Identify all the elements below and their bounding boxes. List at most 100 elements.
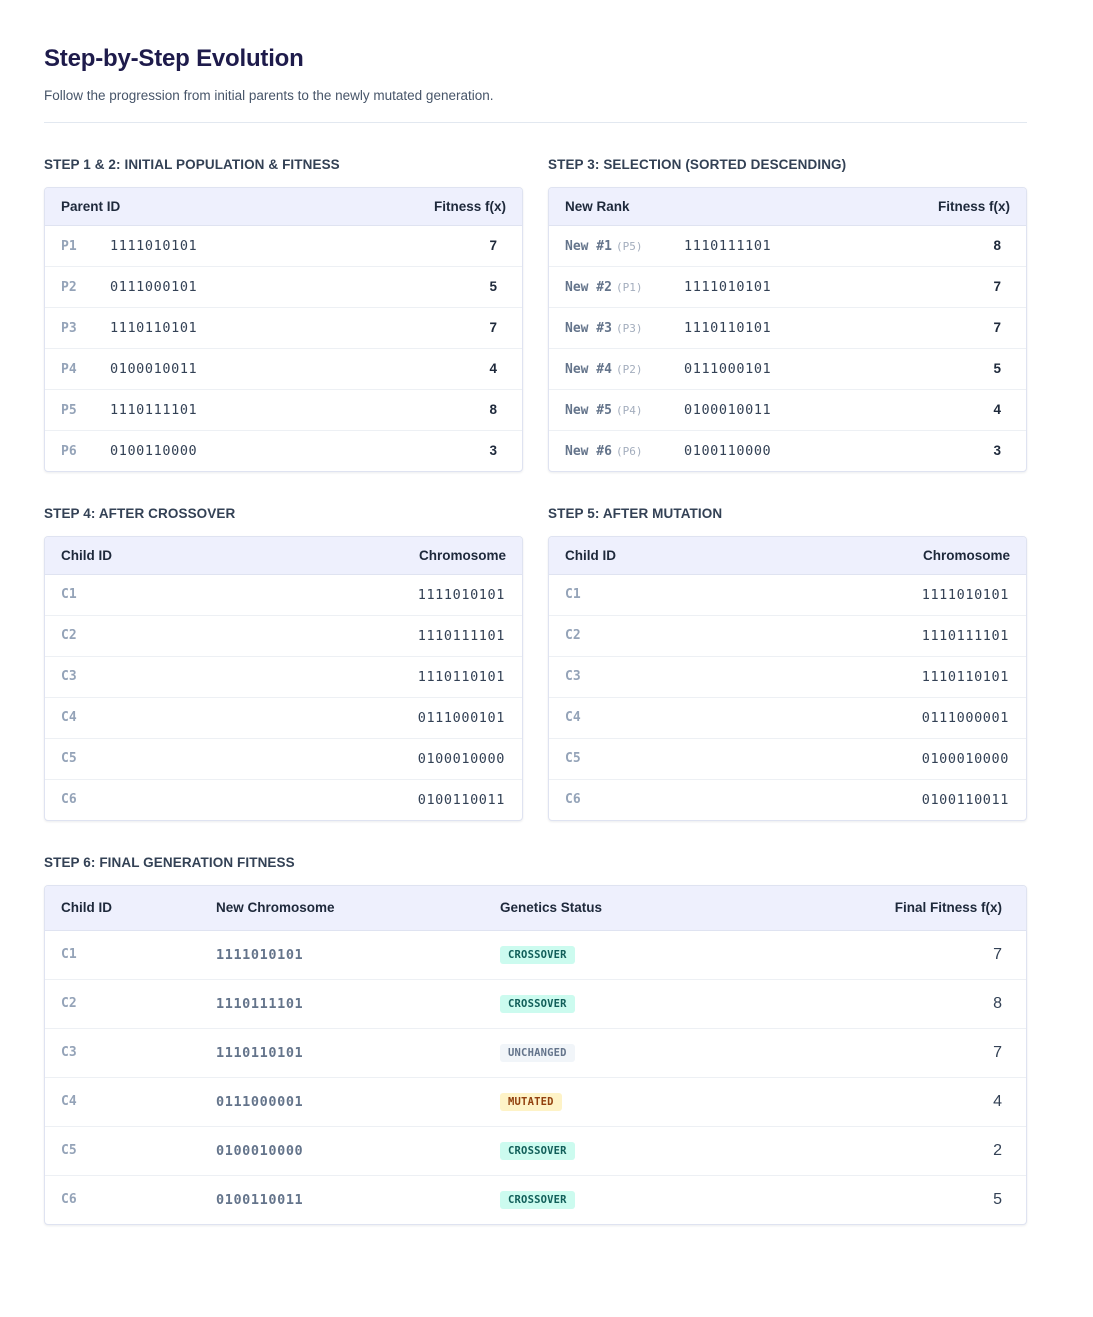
column-header-new-rank[interactable]: New Rank (549, 188, 882, 226)
table-row: C1 1111010101 (549, 574, 1026, 616)
step-5-title: STEP 5: AFTER MUTATION (548, 506, 723, 521)
parent-cell: P6 0100110000 (45, 430, 340, 471)
fitness-value: 3 (489, 443, 497, 459)
initial-population-table: Parent ID Fitness f(x) P1 1111010101 7 P2 01… (44, 187, 523, 472)
chromosome: 0100110011 (921, 791, 1009, 808)
parent-id: P6 (61, 443, 77, 459)
origin-parent: (P2) (615, 362, 643, 376)
rank-group: New #4 (P2) (565, 361, 684, 377)
origin-parent: (P5) (615, 239, 643, 253)
parent-id: P2 (61, 279, 77, 295)
child-id: C5 (45, 1126, 200, 1176)
column-header-fitness[interactable]: Fitness f(x) (881, 188, 1026, 226)
status-cell: CROSSOVER (484, 979, 784, 1029)
rank-cell: New #3 (P3) 1110110101 (549, 307, 882, 349)
child-id: C6 (565, 792, 581, 808)
table-row: New #1 (P5) 1110111101 8 (549, 225, 1026, 267)
child-id: C6 (61, 1192, 77, 1208)
chromosome: 1111010101 (239, 574, 522, 616)
final-fitness-value: 4 (784, 1077, 1026, 1127)
column-header-final-fitness[interactable]: Final Fitness f(x) (784, 886, 1026, 931)
final-fitness-value: 8 (784, 979, 1026, 1029)
chromosome: 0100010000 (239, 738, 522, 780)
child-id: C5 (549, 738, 744, 780)
selection-table: New Rank Fitness f(x) New #1 (P5) 11101111… (548, 187, 1027, 472)
chromosome: 0100010011 (110, 360, 198, 377)
table-row: P3 1110110101 7 (45, 307, 522, 349)
status-cell: CROSSOVER (484, 1126, 784, 1176)
fitness-value: 5 (881, 348, 1026, 390)
status-cell: MUTATED (484, 1077, 784, 1127)
rank-cell: New #6 (P6) 0100110000 (549, 430, 881, 471)
final-fitness-value: 2 (784, 1126, 1026, 1176)
column-header-child-id[interactable]: Child ID (549, 537, 744, 575)
table-row: C6 0100110011 (549, 779, 1026, 820)
final-fitness-value: 7 (784, 930, 1026, 980)
child-id: C4 (549, 697, 744, 739)
new-rank: New #6 (565, 443, 612, 459)
child-id: C4 (45, 697, 240, 739)
chromosome: 1110111101 (743, 615, 1026, 657)
step-3-section: STEP 3: SELECTION (SORTED DESCENDING) Ne… (548, 157, 1027, 472)
table-row: C4 0111000101 (45, 697, 522, 739)
fitness-value: 7 (881, 266, 1026, 308)
page-title: Step-by-Step Evolution (44, 45, 304, 72)
column-header-chromosome[interactable]: Chromosome (743, 537, 1026, 575)
parent-cell: P1 1111010101 (45, 225, 340, 267)
table-row: P4 0100010011 4 (45, 348, 522, 390)
table-row: P6 0100110000 3 (45, 430, 522, 471)
column-header-chromosome[interactable]: Chromosome (239, 537, 522, 575)
column-header-child-id[interactable]: Child ID (45, 886, 200, 931)
chromosome: 1110111101 (684, 237, 772, 254)
rank-group: New #5 (P4) (565, 402, 684, 418)
row-steps-1-3: STEP 1 & 2: INITIAL POPULATION & FITNESS… (44, 157, 1027, 472)
child-id: C5 (45, 738, 240, 780)
chromosome: 0111000101 (110, 278, 198, 295)
status-badge: UNCHANGED (500, 1043, 575, 1062)
status-cell: CROSSOVER (484, 1175, 784, 1224)
column-header-child-id[interactable]: Child ID (45, 537, 240, 575)
column-header-new-chromosome[interactable]: New Chromosome (200, 886, 484, 931)
rank-group: New #6 (P6) (565, 443, 684, 459)
new-chromosome: 0111000001 (200, 1077, 484, 1127)
table-header-row: Child ID Chromosome (45, 537, 522, 575)
chromosome: 0100010011 (684, 401, 772, 418)
step-4-section: STEP 4: AFTER CROSSOVER Child ID Chromos… (44, 506, 523, 821)
new-chromosome: 0100010000 (200, 1126, 484, 1176)
chromosome: 1110110101 (743, 656, 1026, 698)
parent-cell: P5 1110111101 (45, 389, 340, 431)
crossover-table: Child ID Chromosome C1 1111010101 C2 111011… (44, 536, 523, 821)
fitness-value: 4 (881, 389, 1026, 431)
origin-parent: (P3) (615, 321, 643, 335)
table-row: New #3 (P3) 1110110101 7 (549, 307, 1026, 349)
table-row: C4 0111000001 MUTATED 4 (45, 1077, 1026, 1127)
step-6-section: STEP 6: FINAL GENERATION FITNESS Child I… (44, 855, 1027, 1225)
parent-id: P4 (61, 361, 77, 377)
table-row: C1 1111010101 CROSSOVER 7 (45, 930, 1026, 980)
column-header-parent-id[interactable]: Parent ID (45, 188, 340, 226)
table-row: C1 1111010101 (45, 574, 522, 616)
table-row: New #4 (P2) 0111000101 5 (549, 348, 1026, 390)
step-1-2-section: STEP 1 & 2: INITIAL POPULATION & FITNESS… (44, 157, 523, 472)
table-row: C6 0100110011 (45, 779, 522, 820)
new-chromosome: 0100110011 (216, 1191, 304, 1208)
status-badge: CROSSOVER (500, 994, 575, 1013)
table-row: C2 1110111101 (45, 615, 522, 657)
parent-cell: P3 1110110101 (45, 307, 340, 349)
chromosome: 1110111101 (239, 615, 522, 657)
step-1-2-title: STEP 1 & 2: INITIAL POPULATION & FITNESS (44, 157, 340, 172)
new-rank: New #5 (565, 402, 612, 418)
chromosome: 1111010101 (110, 237, 198, 254)
column-header-fitness[interactable]: Fitness f(x) (339, 188, 522, 226)
chromosome: 0111000101 (239, 697, 522, 739)
divider (44, 122, 1027, 123)
page-subtitle: Follow the progression from initial pare… (44, 88, 494, 103)
chromosome: 0111000101 (684, 360, 772, 377)
status-cell: UNCHANGED (484, 1028, 784, 1078)
column-header-genetics-status[interactable]: Genetics Status (484, 886, 784, 931)
fitness-value: 4 (339, 348, 522, 390)
table-row: C4 0111000001 (549, 697, 1026, 739)
new-rank: New #2 (565, 279, 612, 295)
fitness-value: 5 (339, 266, 522, 308)
step-3-title: STEP 3: SELECTION (SORTED DESCENDING) (548, 157, 847, 172)
